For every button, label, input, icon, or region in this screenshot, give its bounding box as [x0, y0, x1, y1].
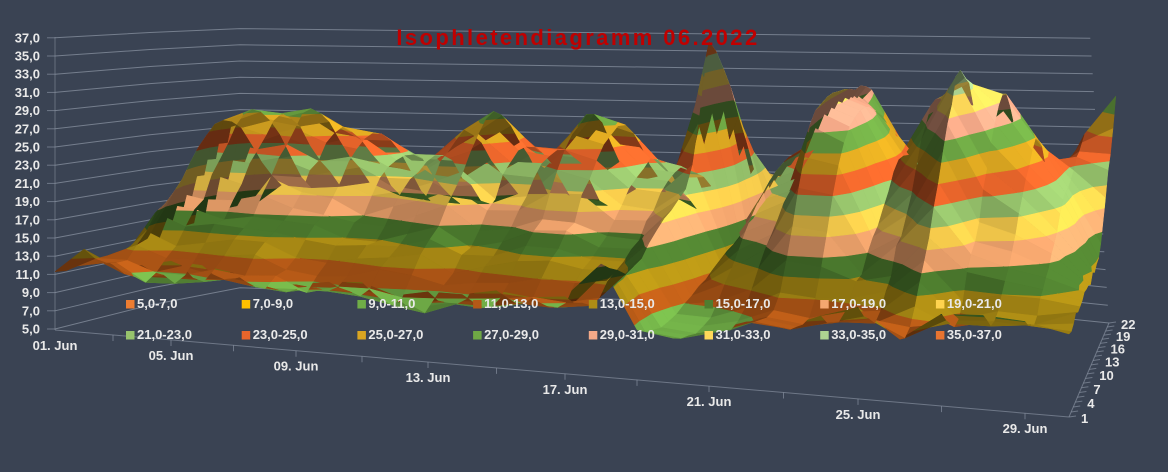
svg-text:35,0-37,0: 35,0-37,0 — [947, 327, 1002, 342]
svg-text:09. Jun: 09. Jun — [274, 359, 319, 374]
svg-text:4: 4 — [1087, 396, 1095, 411]
svg-text:11,0: 11,0 — [15, 267, 40, 282]
svg-text:7,0: 7,0 — [22, 303, 40, 318]
svg-text:17. Jun: 17. Jun — [543, 382, 588, 397]
svg-text:5,0-7,0: 5,0-7,0 — [137, 296, 177, 311]
svg-text:25. Jun: 25. Jun — [836, 407, 881, 422]
svg-text:13,0-15,0: 13,0-15,0 — [600, 296, 655, 311]
svg-text:29,0: 29,0 — [15, 103, 40, 118]
svg-text:33,0-35,0: 33,0-35,0 — [831, 327, 886, 342]
svg-text:1: 1 — [1081, 411, 1088, 426]
svg-text:9,0-11,0: 9,0-11,0 — [368, 296, 415, 311]
svg-text:13. Jun: 13. Jun — [406, 370, 451, 385]
svg-text:17,0: 17,0 — [15, 212, 40, 227]
svg-text:22: 22 — [1121, 317, 1135, 332]
svg-text:21. Jun: 21. Jun — [687, 394, 732, 409]
svg-text:13,0: 13,0 — [15, 249, 40, 264]
svg-text:25,0-27,0: 25,0-27,0 — [368, 327, 423, 342]
svg-text:Isophletendiagramm 06.2022: Isophletendiagramm 06.2022 — [396, 25, 759, 50]
svg-text:7: 7 — [1093, 382, 1100, 397]
svg-text:19,0-21,0: 19,0-21,0 — [947, 296, 1002, 311]
svg-text:29,0-31,0: 29,0-31,0 — [600, 327, 655, 342]
svg-text:9,0: 9,0 — [22, 285, 40, 300]
svg-text:31,0: 31,0 — [15, 85, 40, 100]
svg-text:01. Jun: 01. Jun — [33, 338, 78, 353]
svg-text:33,0: 33,0 — [15, 67, 40, 82]
svg-text:25,0: 25,0 — [15, 140, 40, 155]
svg-text:05. Jun: 05. Jun — [149, 348, 194, 363]
svg-text:17,0-19,0: 17,0-19,0 — [831, 296, 886, 311]
svg-text:27,0: 27,0 — [15, 121, 40, 136]
svg-text:19,0: 19,0 — [15, 194, 40, 209]
svg-text:23,0: 23,0 — [15, 158, 40, 173]
svg-text:21,0-23,0: 21,0-23,0 — [137, 327, 192, 342]
svg-text:31,0-33,0: 31,0-33,0 — [716, 327, 771, 342]
svg-text:27,0-29,0: 27,0-29,0 — [484, 327, 539, 342]
svg-text:10: 10 — [1099, 368, 1113, 383]
svg-text:37,0: 37,0 — [15, 30, 40, 45]
svg-text:15,0: 15,0 — [15, 231, 40, 246]
svg-text:21,0: 21,0 — [15, 176, 40, 191]
svg-text:29. Jun: 29. Jun — [1003, 421, 1048, 436]
svg-text:11,0-13,0: 11,0-13,0 — [484, 296, 538, 311]
svg-text:23,0-25,0: 23,0-25,0 — [253, 327, 308, 342]
svg-text:15,0-17,0: 15,0-17,0 — [716, 296, 771, 311]
svg-text:13: 13 — [1105, 355, 1119, 370]
svg-text:5,0: 5,0 — [22, 322, 40, 337]
svg-text:7,0-9,0: 7,0-9,0 — [253, 296, 293, 311]
svg-text:19: 19 — [1116, 329, 1130, 344]
svg-text:35,0: 35,0 — [15, 49, 40, 64]
svg-text:16: 16 — [1111, 342, 1125, 357]
